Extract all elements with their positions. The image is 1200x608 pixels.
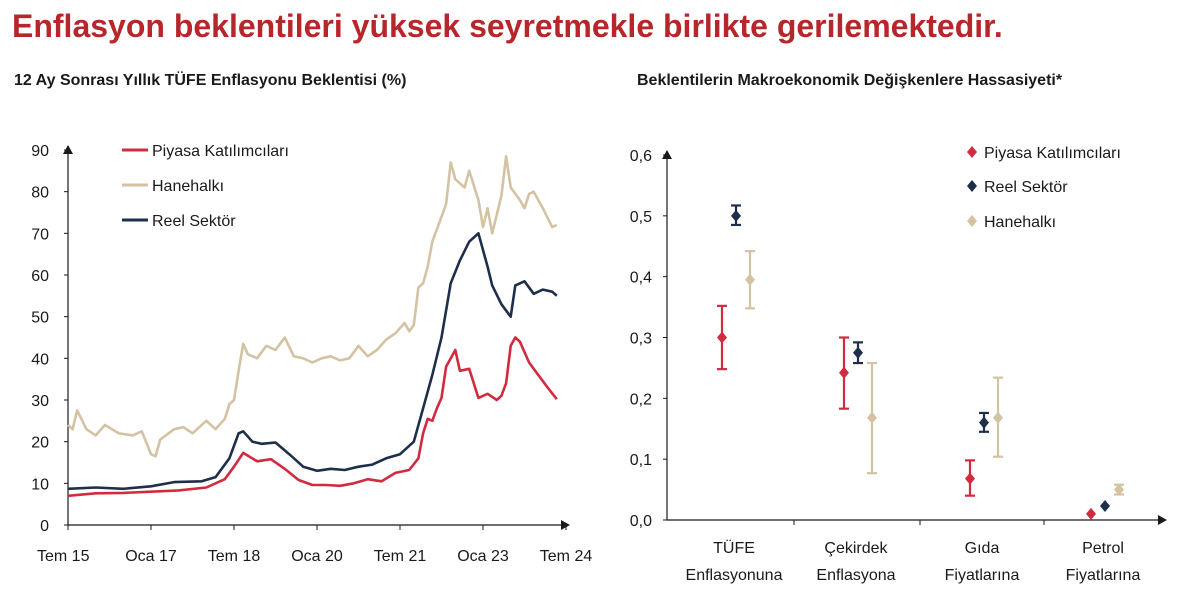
y-tick-label: 0,5 (630, 209, 652, 226)
category-label: TÜFE (713, 539, 755, 557)
legend-label-reel-sektor: Reel Sektör (152, 213, 236, 230)
series-line-piyasa-katilimcilari (67, 336, 558, 498)
y-tick-label: 0,1 (630, 452, 652, 469)
y-tick-label: 20 (31, 435, 49, 452)
series-line-reel-sektor (67, 232, 558, 491)
data-point-reel-sektor (979, 416, 989, 429)
left-chart-title: 12 Ay Sonrası Yıllık TÜFE Enflasyonu Bek… (14, 72, 407, 89)
y-tick-label: 0,2 (630, 391, 652, 408)
legend-marker-piyasa-katilimcilari (967, 146, 977, 158)
y-tick-label: 0,3 (630, 331, 652, 348)
series-line-hanehalki (67, 155, 558, 458)
y-tick-label: 30 (31, 393, 49, 410)
headline: Enflasyon beklentileri yüksek seyretmekl… (12, 8, 1003, 44)
y-tick-label: 0,0 (630, 513, 652, 530)
category-label: Petrol (1082, 540, 1124, 557)
data-point-hanehalki (993, 411, 1003, 424)
y-tick-label: 70 (31, 226, 49, 243)
legend-label-piyasa-katilimcilari: Piyasa Katılımcıları (984, 145, 1121, 162)
legend-label-piyasa-katilimcilari: Piyasa Katılımcıları (152, 143, 289, 160)
y-tick-label: 0 (40, 518, 49, 535)
x-axis-arrow (1158, 515, 1167, 525)
x-tick-label: Tem 15 (37, 548, 90, 565)
legend-label-reel-sektor: Reel Sektör (984, 179, 1068, 196)
data-point-hanehalki (745, 273, 755, 286)
x-tick-label: Tem 24 (540, 548, 593, 565)
category-label: Gıda (965, 540, 1000, 557)
x-tick-label: Oca 23 (457, 548, 509, 565)
right-chart-title: Beklentilerin Makroekonomik Değişkenlere… (637, 72, 1063, 89)
y-tick-label: 50 (31, 310, 49, 327)
legend-label-hanehalki: Hanehalkı (152, 178, 224, 195)
category-label: Fiyatlarına (1066, 567, 1141, 584)
y-tick-label: 10 (31, 476, 49, 493)
data-point-piyasa-katilimcilari (965, 472, 975, 485)
data-point-piyasa-katilimcilari (717, 331, 727, 344)
y-tick-label: 60 (31, 268, 49, 285)
x-tick-label: Tem 18 (208, 548, 261, 565)
category-label: Fiyatlarına (945, 567, 1020, 584)
data-point-piyasa-katilimcilari (1086, 507, 1096, 520)
legend-label-hanehalki: Hanehalkı (984, 214, 1056, 231)
data-point-hanehalki (867, 411, 877, 424)
legend-marker-reel-sektor (967, 180, 977, 192)
legend-marker-hanehalki (967, 215, 977, 227)
category-label: Enflasyona (816, 567, 895, 584)
y-tick-label: 90 (31, 143, 49, 160)
x-tick-label: Oca 17 (125, 548, 177, 565)
x-tick-label: Oca 20 (291, 548, 343, 565)
data-point-reel-sektor (853, 346, 863, 359)
data-point-reel-sektor (731, 209, 741, 222)
y-tick-label: 80 (31, 185, 49, 202)
data-point-reel-sektor (1100, 500, 1110, 513)
category-label: Çekirdek (824, 540, 888, 557)
inflation-expectations-line-chart: 0 10 20 30 40 50 60 70 80 90 Tem 15 Oca 17 Tem 18 Oca… (31, 143, 593, 565)
data-point-hanehalki (1114, 483, 1124, 496)
x-tick-label: Tem 21 (374, 548, 427, 565)
y-tick-label: 0,6 (630, 148, 652, 165)
y-tick-label: 40 (31, 351, 49, 368)
category-label: Enflasyonuna (686, 567, 783, 584)
data-point-piyasa-katilimcilari (839, 366, 849, 379)
y-tick-label: 0,4 (630, 270, 652, 287)
sensitivity-scatter-chart: 0,0 0,1 0,2 0,3 0,4 0,5 0,6 TÜFE Enflasyonuna Çek… (630, 145, 1167, 584)
